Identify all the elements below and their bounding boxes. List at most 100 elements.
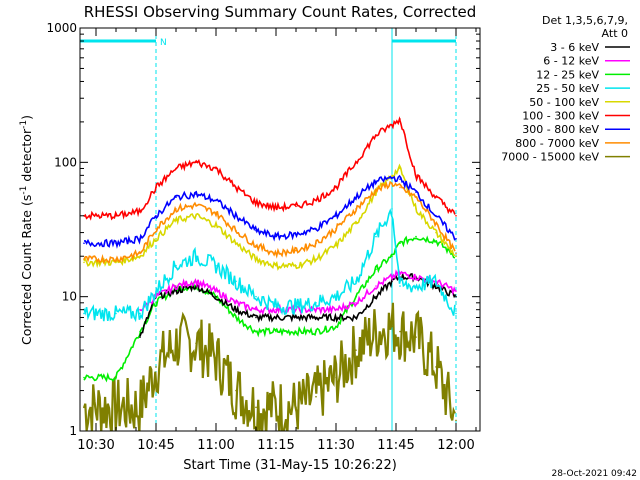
legend-label: 12 - 25 keV <box>536 68 599 81</box>
data-point <box>435 231 437 234</box>
data-point <box>215 224 217 227</box>
data-point <box>335 214 337 217</box>
data-point <box>399 242 401 245</box>
data-point <box>415 196 417 199</box>
data-point <box>415 336 417 338</box>
series-line <box>83 116 456 221</box>
data-point <box>83 258 85 261</box>
data-point <box>391 280 393 283</box>
data-point <box>155 214 157 217</box>
data-point <box>215 167 217 170</box>
data-point <box>275 308 277 311</box>
data-point <box>355 208 357 210</box>
data-point <box>139 237 141 240</box>
data-point <box>255 244 257 247</box>
data-point <box>195 214 197 217</box>
data-point <box>335 228 337 230</box>
data-point <box>235 242 237 245</box>
series-line <box>83 180 456 265</box>
data-point <box>455 312 457 315</box>
legend-label: 7000 - 15000 keV <box>501 151 599 164</box>
data-point <box>335 325 337 328</box>
data-point <box>255 316 257 319</box>
data-point <box>415 208 417 210</box>
data-point <box>295 330 297 333</box>
data-point <box>455 295 457 298</box>
data-point <box>275 264 277 267</box>
data-point <box>355 161 357 164</box>
data-point <box>255 308 257 311</box>
data-point <box>399 118 401 120</box>
legend-label: 25 - 50 keV <box>536 82 599 95</box>
data-point <box>195 342 197 345</box>
data-point <box>275 330 277 333</box>
data-point <box>335 308 337 311</box>
data-point <box>235 214 237 217</box>
data-point <box>155 366 157 368</box>
data-point <box>175 342 177 345</box>
data-point <box>155 186 157 189</box>
x-tick-label: 11:45 <box>377 438 414 453</box>
data-point <box>375 268 377 271</box>
series-line <box>84 174 456 249</box>
data-point <box>391 208 393 210</box>
data-point <box>115 406 117 409</box>
data-point <box>255 406 257 409</box>
data-point <box>375 285 377 287</box>
data-point <box>399 167 401 170</box>
data-point <box>83 376 85 379</box>
data-point <box>391 325 393 328</box>
legend-header-line-2: Att 0 <box>602 27 628 40</box>
data-point <box>295 406 297 409</box>
data-point <box>139 308 141 311</box>
data-point <box>355 349 357 351</box>
data-point <box>195 204 197 206</box>
series-line <box>83 235 456 383</box>
x-tick-label: 10:45 <box>137 438 174 453</box>
data-point <box>155 302 157 304</box>
data-point <box>235 186 237 189</box>
data-point <box>235 308 237 311</box>
x-tick-label: 11:15 <box>257 438 294 453</box>
data-point <box>435 280 437 283</box>
data-point <box>83 242 85 245</box>
data-point <box>115 242 117 245</box>
flag-label: N <box>160 38 167 48</box>
data-point <box>399 330 401 333</box>
axes: N 10:30 10:45 11:00 11:15 11:30 11:45 12:00 1 10 1… <box>46 21 481 453</box>
data-point <box>175 264 177 267</box>
data-point <box>139 330 141 333</box>
data-point <box>115 214 117 217</box>
data-point <box>391 124 393 126</box>
data-point <box>391 276 393 278</box>
data-point <box>295 205 297 208</box>
data-point <box>375 235 377 238</box>
data-point <box>295 233 297 236</box>
data-point <box>315 302 317 304</box>
data-point <box>315 308 317 311</box>
data-point <box>275 206 277 209</box>
data-point <box>335 186 337 189</box>
data-point <box>83 261 85 264</box>
footer-date: 28-Oct-2021 09:42 <box>552 469 637 479</box>
data-point <box>355 280 357 283</box>
plot-area <box>80 28 457 431</box>
data-point <box>399 285 401 287</box>
data-point <box>175 196 177 199</box>
data-point <box>195 161 197 164</box>
data-point <box>215 357 217 359</box>
data-point <box>115 376 117 379</box>
data-point <box>215 264 217 267</box>
data-point <box>399 272 401 274</box>
data-point <box>315 330 317 333</box>
data-point <box>335 376 337 379</box>
data-point <box>375 330 377 333</box>
legend-label: 800 - 7000 keV <box>515 137 599 150</box>
data-point <box>415 276 417 278</box>
data-point <box>155 237 157 240</box>
data-point <box>295 316 297 319</box>
data-point <box>295 308 297 311</box>
data-point <box>275 406 277 409</box>
data-point <box>195 193 197 195</box>
